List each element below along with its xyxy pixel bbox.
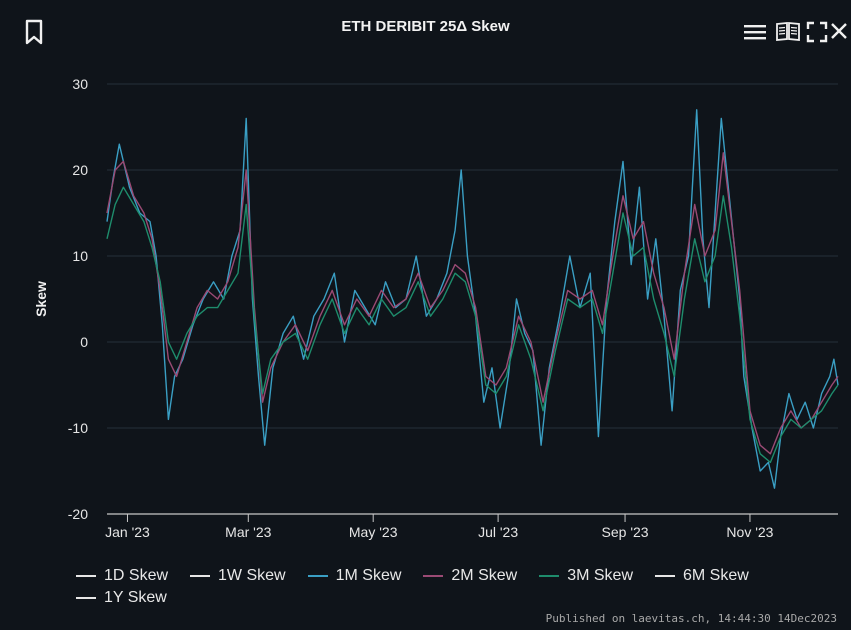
legend-item-3m-skew[interactable]: 3M Skew: [539, 566, 633, 586]
legend-item-1m-skew[interactable]: 1M Skew: [307, 566, 402, 586]
legend-item-6m-skew[interactable]: 6M Skew: [655, 566, 749, 586]
legend-label: 1W Skew: [218, 567, 286, 584]
x-tick-label: Sep '23: [602, 524, 649, 540]
legend-swatch: [655, 575, 675, 577]
y-tick-label: 0: [80, 334, 88, 350]
bookmark-button[interactable]: [22, 18, 46, 46]
close-button[interactable]: [830, 22, 848, 40]
y-tick-label: 30: [72, 76, 88, 92]
legend-item-1w-skew[interactable]: 1W Skew: [190, 566, 286, 586]
chart-title: ETH DERIBIT 25Δ Skew: [341, 18, 510, 35]
legend-label: 2M Skew: [451, 567, 518, 584]
legend-swatch: [423, 575, 444, 577]
menu-icon: [744, 25, 766, 40]
x-tick-label: Mar '23: [225, 524, 271, 540]
book-icon: [776, 22, 800, 41]
legend-swatch: [307, 575, 328, 577]
y-axis-title: Skew: [33, 281, 49, 317]
legend-swatch: [76, 597, 96, 599]
x-tick-label: Nov '23: [726, 524, 773, 540]
x-tick-label: Jan '23: [105, 524, 150, 540]
published-note: Published on laevitas.ch, 14:44:30 14Dec…: [545, 612, 837, 625]
fullscreen-button[interactable]: [806, 21, 828, 43]
y-tick-label: 10: [72, 248, 88, 264]
y-tick-label: -10: [68, 420, 88, 436]
legend-label: 6M Skew: [683, 567, 749, 584]
close-icon: [831, 23, 847, 39]
series-line-3m-skew[interactable]: [106, 186, 839, 464]
x-tick-label: Jul '23: [478, 524, 518, 540]
legend-label: 1Y Skew: [104, 589, 167, 606]
menu-button[interactable]: [742, 22, 768, 42]
fullscreen-icon: [806, 21, 828, 43]
bookmark-icon: [25, 19, 43, 45]
legend-label: 3M Skew: [567, 567, 633, 584]
legend-swatch: [190, 575, 211, 577]
legend-item-1d-skew[interactable]: 1D Skew: [76, 566, 168, 586]
docs-button[interactable]: [774, 19, 802, 43]
y-tick-label: 20: [72, 162, 88, 178]
y-tick-label: -20: [68, 506, 88, 522]
legend-swatch: [539, 575, 560, 577]
legend-item-1y-skew[interactable]: 1Y Skew: [76, 588, 167, 608]
legend-label: 1M Skew: [335, 567, 402, 584]
skew-chart: 30 20 10 0 -10 -20 Jan '23 Mar '23 May '23 Jul '2…: [33, 76, 839, 540]
series-line-2m-skew[interactable]: [106, 152, 839, 455]
x-tick-label: May '23: [349, 524, 398, 540]
legend-item-2m-skew[interactable]: 2M Skew: [423, 566, 517, 586]
legend-label: 1D Skew: [104, 567, 169, 584]
legend-swatch: [76, 575, 96, 577]
chart-legend: 1D Skew 1W Skew 1M Skew 2M Skew 3M Skew 6M Sk…: [76, 564, 816, 608]
